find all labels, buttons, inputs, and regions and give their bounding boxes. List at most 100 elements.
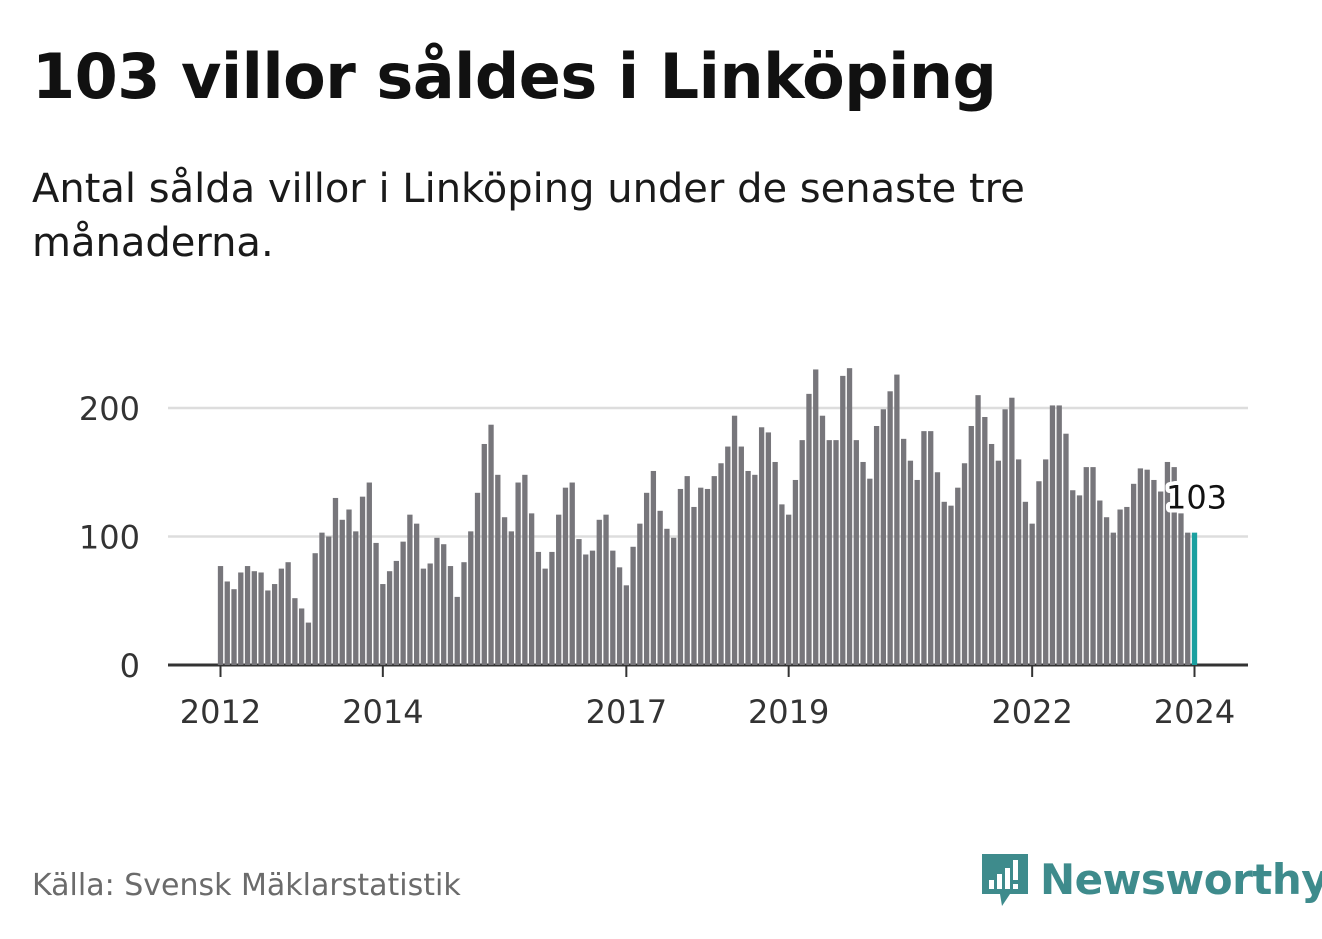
bar	[441, 544, 447, 665]
bar	[657, 510, 663, 665]
bar	[468, 531, 474, 665]
x-tick-label: 2014	[342, 693, 423, 731]
bar	[914, 479, 920, 665]
bar	[786, 514, 792, 665]
bar	[1022, 501, 1029, 665]
x-tick-label: 2017	[586, 693, 667, 731]
bar	[982, 416, 988, 665]
bar	[765, 432, 772, 665]
bar	[373, 542, 379, 665]
highlight-label-halo: 103	[1166, 479, 1227, 517]
bar	[792, 479, 799, 665]
bar	[758, 427, 765, 665]
bar	[495, 474, 501, 665]
bar	[217, 566, 224, 665]
bar	[1110, 532, 1116, 665]
bar	[772, 461, 778, 665]
bar	[1137, 468, 1144, 665]
bar	[569, 482, 575, 665]
bar	[224, 581, 230, 665]
bar	[928, 431, 934, 665]
bar	[1076, 495, 1083, 665]
bar	[934, 472, 941, 665]
bar	[718, 463, 724, 665]
bar	[1002, 409, 1008, 665]
bar	[1083, 467, 1089, 665]
bar	[427, 563, 433, 665]
bar	[880, 409, 887, 665]
bar	[1056, 405, 1062, 665]
bar	[238, 572, 244, 665]
bar	[339, 519, 345, 665]
bar	[1130, 483, 1137, 665]
bar	[1151, 479, 1157, 665]
bar	[386, 571, 393, 665]
bar	[704, 488, 711, 665]
highlight-data-label: 103	[1166, 479, 1227, 517]
y-tick-label: 0	[120, 647, 140, 685]
bar	[745, 470, 751, 665]
bar	[643, 492, 650, 665]
bar	[819, 415, 826, 665]
bar	[434, 537, 440, 665]
bar	[1063, 433, 1069, 665]
bar	[542, 568, 548, 665]
bar	[725, 446, 731, 665]
bar	[684, 476, 690, 665]
bar	[299, 608, 305, 665]
bar	[231, 589, 237, 665]
bar	[576, 539, 582, 665]
bar	[948, 505, 954, 665]
bar	[873, 425, 880, 665]
bar	[833, 440, 839, 665]
bar	[407, 514, 413, 665]
bar	[346, 509, 352, 665]
bar	[420, 568, 427, 665]
bar	[305, 622, 312, 665]
bar	[251, 571, 257, 665]
brand-logo: Newsworthy	[980, 850, 1322, 908]
bar	[610, 550, 616, 665]
y-tick-label: 100	[79, 519, 140, 557]
bar	[332, 497, 339, 665]
bar	[1144, 469, 1150, 665]
bar	[826, 440, 832, 665]
bar	[691, 506, 697, 665]
bar	[650, 470, 657, 665]
bar	[1158, 491, 1164, 665]
bar	[359, 496, 366, 665]
bar	[454, 596, 460, 665]
bar	[860, 461, 866, 665]
bar	[589, 550, 596, 665]
bar	[1029, 523, 1035, 665]
bar	[1049, 405, 1056, 665]
bar	[1097, 500, 1103, 665]
bar	[271, 584, 278, 665]
bar	[535, 551, 542, 665]
bar	[779, 504, 785, 665]
bar	[596, 519, 602, 665]
bar	[623, 585, 629, 665]
bar	[366, 482, 372, 665]
bar	[447, 566, 454, 665]
bar	[752, 474, 758, 665]
bar	[265, 590, 271, 665]
bar	[380, 584, 386, 665]
y-tick-label: 200	[79, 390, 140, 428]
bar	[799, 440, 805, 665]
bar	[738, 446, 744, 665]
bar	[1036, 481, 1042, 665]
bar	[671, 537, 677, 665]
bar	[515, 482, 521, 665]
bar	[292, 598, 298, 665]
x-tick-label: 2024	[1154, 693, 1235, 731]
bar	[1117, 509, 1123, 665]
bar	[907, 460, 914, 665]
bar	[1015, 459, 1022, 665]
bar	[731, 415, 738, 665]
bar	[853, 440, 859, 665]
bar	[1124, 506, 1130, 665]
bar	[285, 562, 291, 665]
bar	[901, 438, 907, 665]
